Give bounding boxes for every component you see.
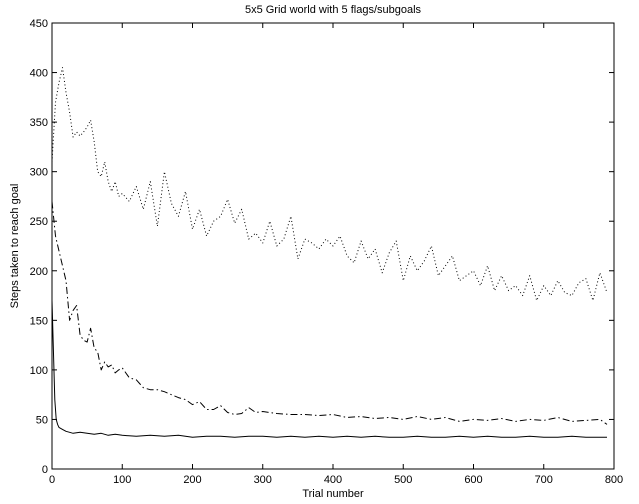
series-line-dash-dot (51, 201, 608, 425)
y-axis-label: Steps taken to reach goal (9, 184, 21, 309)
y-tick-label: 0 (42, 464, 48, 476)
chart-title: 5x5 Grid world with 5 flags/subgoals (245, 4, 422, 16)
axis-ticks: 0 100 200 300 400 500 600 700 800 0 50 100 150 200 250… (30, 18, 624, 486)
x-tick-label: 700 (535, 474, 553, 486)
x-tick-label: 100 (113, 474, 131, 486)
x-tick-label: 800 (605, 474, 623, 486)
y-tick-label: 450 (30, 18, 48, 30)
x-tick-label: 200 (183, 474, 201, 486)
series-line-solid (51, 300, 607, 438)
y-tick-label: 100 (30, 365, 48, 377)
y-tick-label: 350 (30, 117, 48, 129)
x-tick-label: 600 (464, 474, 482, 486)
x-tick-label: 500 (394, 474, 412, 486)
y-tick-label: 150 (30, 315, 48, 327)
y-tick-label: 250 (30, 216, 48, 228)
x-tick-label: 400 (324, 474, 342, 486)
y-tick-label: 400 (30, 68, 48, 80)
series-line-dotted (51, 67, 608, 301)
y-tick-label: 300 (30, 167, 48, 179)
x-axis-label: Trial number (302, 488, 364, 500)
x-tick-label: 0 (49, 474, 55, 486)
y-tick-label: 200 (30, 266, 48, 278)
series-layer (51, 67, 608, 438)
y-tick-label: 50 (36, 414, 48, 426)
x-tick-label: 300 (254, 474, 272, 486)
